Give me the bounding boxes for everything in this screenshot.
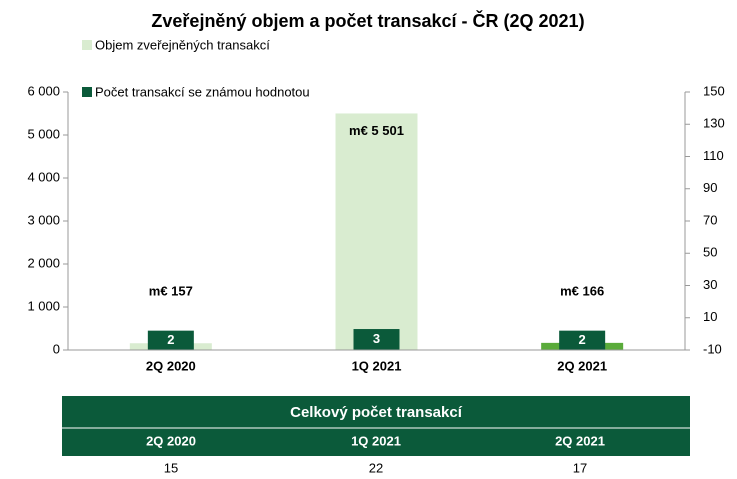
volume-bar	[335, 113, 418, 350]
chart-title: Zveřejněný objem a počet transakcí - ČR …	[151, 10, 584, 31]
y2-tick-label: 70	[703, 212, 717, 227]
count-bar	[353, 329, 400, 350]
table-title: Celkový počet transakcí	[290, 404, 463, 421]
volume-label: m€ 157	[149, 283, 193, 298]
y-tick-label: 5 000	[27, 126, 60, 141]
y2-tick-label: -10	[703, 341, 722, 356]
table-header-band	[62, 396, 690, 456]
y-tick-label: 6 000	[27, 83, 60, 98]
legend-label: Počet transakcí se známou hodnotou	[95, 84, 310, 99]
count-label: 3	[373, 331, 380, 346]
x-tick-label: 2Q 2021	[557, 358, 607, 373]
legend-swatch	[82, 40, 92, 50]
y2-tick-label: 50	[703, 245, 717, 260]
y-tick-label: 2 000	[27, 255, 60, 270]
table-column-header: 1Q 2021	[351, 433, 401, 448]
table-cell: 15	[164, 460, 178, 475]
y2-tick-label: 130	[703, 116, 725, 131]
y2-tick-label: 30	[703, 277, 717, 292]
x-tick-label: 2Q 2020	[146, 358, 196, 373]
y-tick-label: 0	[53, 341, 60, 356]
volume-label: m€ 5 501	[349, 123, 404, 138]
y-tick-label: 1 000	[27, 298, 60, 313]
y2-tick-label: 90	[703, 180, 717, 195]
legend-label: Objem zveřejněných transakcí	[95, 37, 270, 52]
y-tick-label: 4 000	[27, 169, 60, 184]
table-cell: 17	[573, 460, 587, 475]
table-column-header: 2Q 2021	[555, 433, 605, 448]
legend-swatch	[82, 87, 92, 97]
y2-tick-label: 150	[703, 83, 725, 98]
y-tick-label: 3 000	[27, 212, 60, 227]
x-tick-label: 1Q 2021	[352, 358, 402, 373]
count-bar	[559, 330, 606, 350]
y2-tick-label: 110	[703, 148, 724, 163]
count-bar	[147, 330, 194, 350]
volume-label: m€ 166	[560, 283, 604, 298]
count-label: 2	[167, 332, 174, 347]
table-column-header: 2Q 2020	[146, 433, 196, 448]
table-cell: 22	[369, 460, 383, 475]
count-label: 2	[579, 332, 586, 347]
y2-tick-label: 10	[703, 309, 717, 324]
